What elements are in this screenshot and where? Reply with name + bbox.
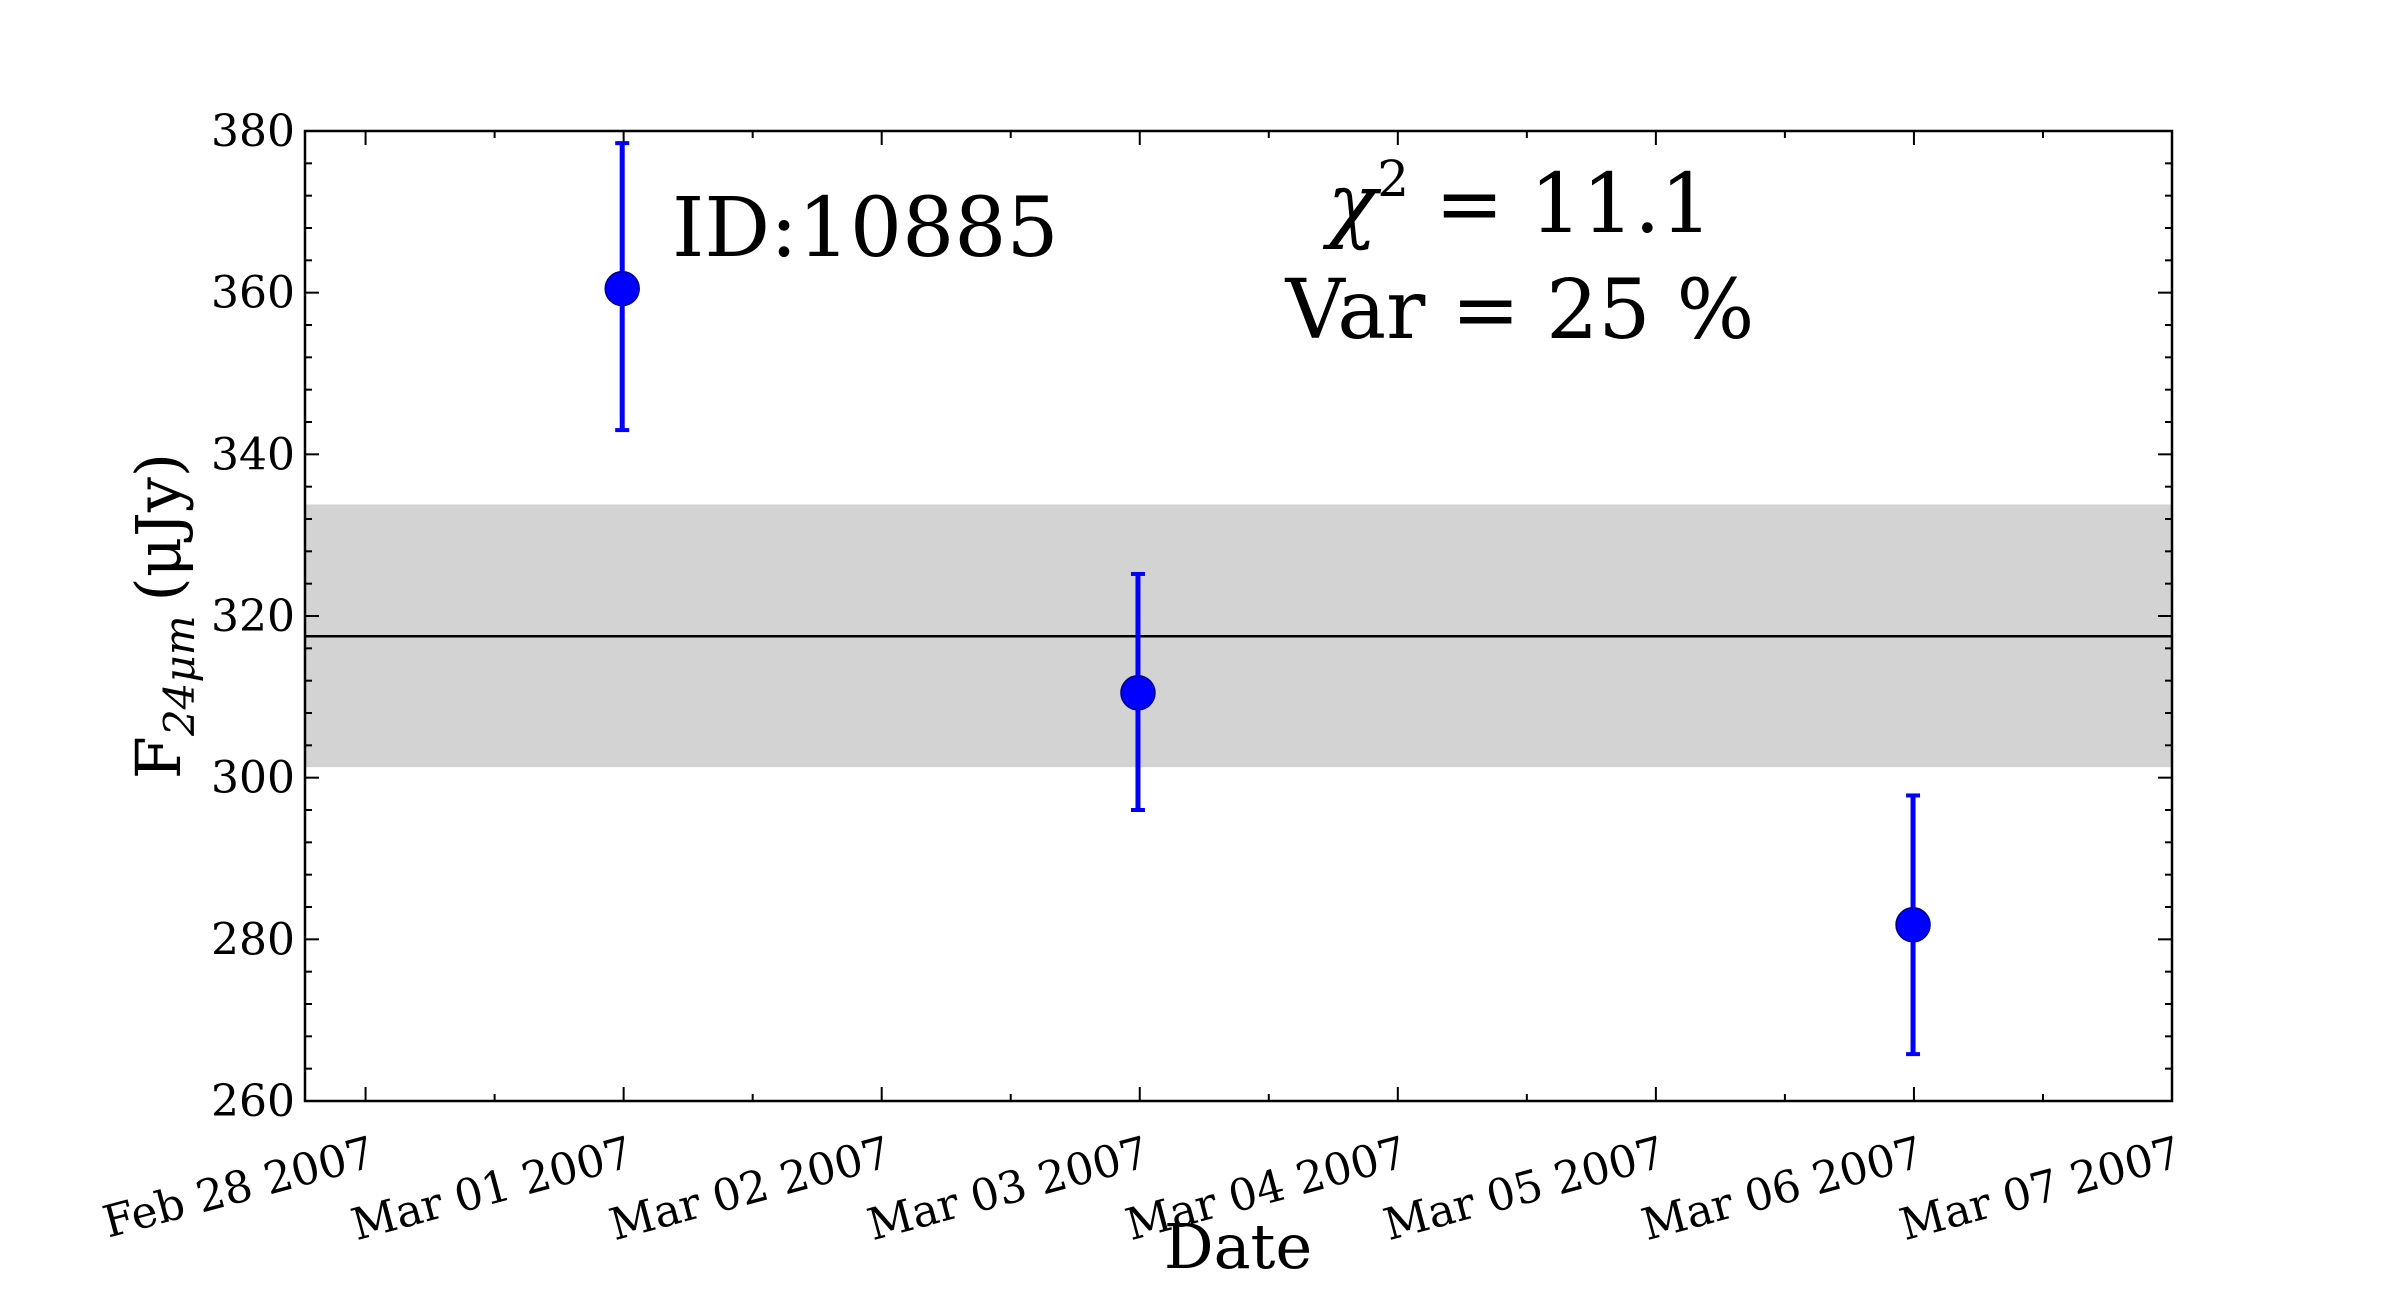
x-tick-label: Mar 03 2007 xyxy=(862,1127,1154,1251)
y-tick-label: 380 xyxy=(211,106,295,157)
chi-symbol: χ xyxy=(1323,157,1382,252)
x-tick-label: Mar 07 2007 xyxy=(1895,1127,2187,1251)
data-points-layer xyxy=(604,141,1931,1057)
y-tick-label: 260 xyxy=(211,1076,295,1127)
chi-exponent: 2 xyxy=(1377,150,1409,208)
x-tick-label: Mar 01 2007 xyxy=(346,1127,638,1251)
y-axis-title: F24μm (μJy) xyxy=(122,453,204,779)
y-tick-label: 280 xyxy=(211,914,295,965)
y-tick-label: 320 xyxy=(211,591,295,642)
y-axis-title-main: F xyxy=(122,736,195,779)
y-tick-labels: 260 280 300 320 340 360 380 xyxy=(211,106,295,1127)
x-tick-label: Feb 28 2007 xyxy=(98,1127,380,1248)
object-id-label: ID:10885 xyxy=(672,181,1059,276)
y-axis-title-unit: (μJy) xyxy=(122,453,195,602)
x-axis-title: Date xyxy=(1164,1210,1312,1283)
x-tick-label: Mar 02 2007 xyxy=(604,1127,896,1251)
variability-label: Var = 25 % xyxy=(1285,263,1755,358)
data-point xyxy=(1120,675,1156,711)
x-tick-label: Mar 05 2007 xyxy=(1378,1127,1670,1251)
data-point xyxy=(1895,907,1931,943)
x-tick-label: Mar 06 2007 xyxy=(1636,1127,1928,1251)
y-tick-label: 300 xyxy=(211,753,295,804)
chi-squared-label: χ2 = 11.1 xyxy=(1323,150,1713,252)
y-axis-title-subscript: 24μm xyxy=(155,615,204,737)
plot-frame xyxy=(303,129,2174,1103)
y-tick-label: 360 xyxy=(211,268,295,319)
y-tick-label: 340 xyxy=(211,429,295,480)
data-point xyxy=(604,270,640,307)
chi-value: = 11.1 xyxy=(1409,157,1712,252)
